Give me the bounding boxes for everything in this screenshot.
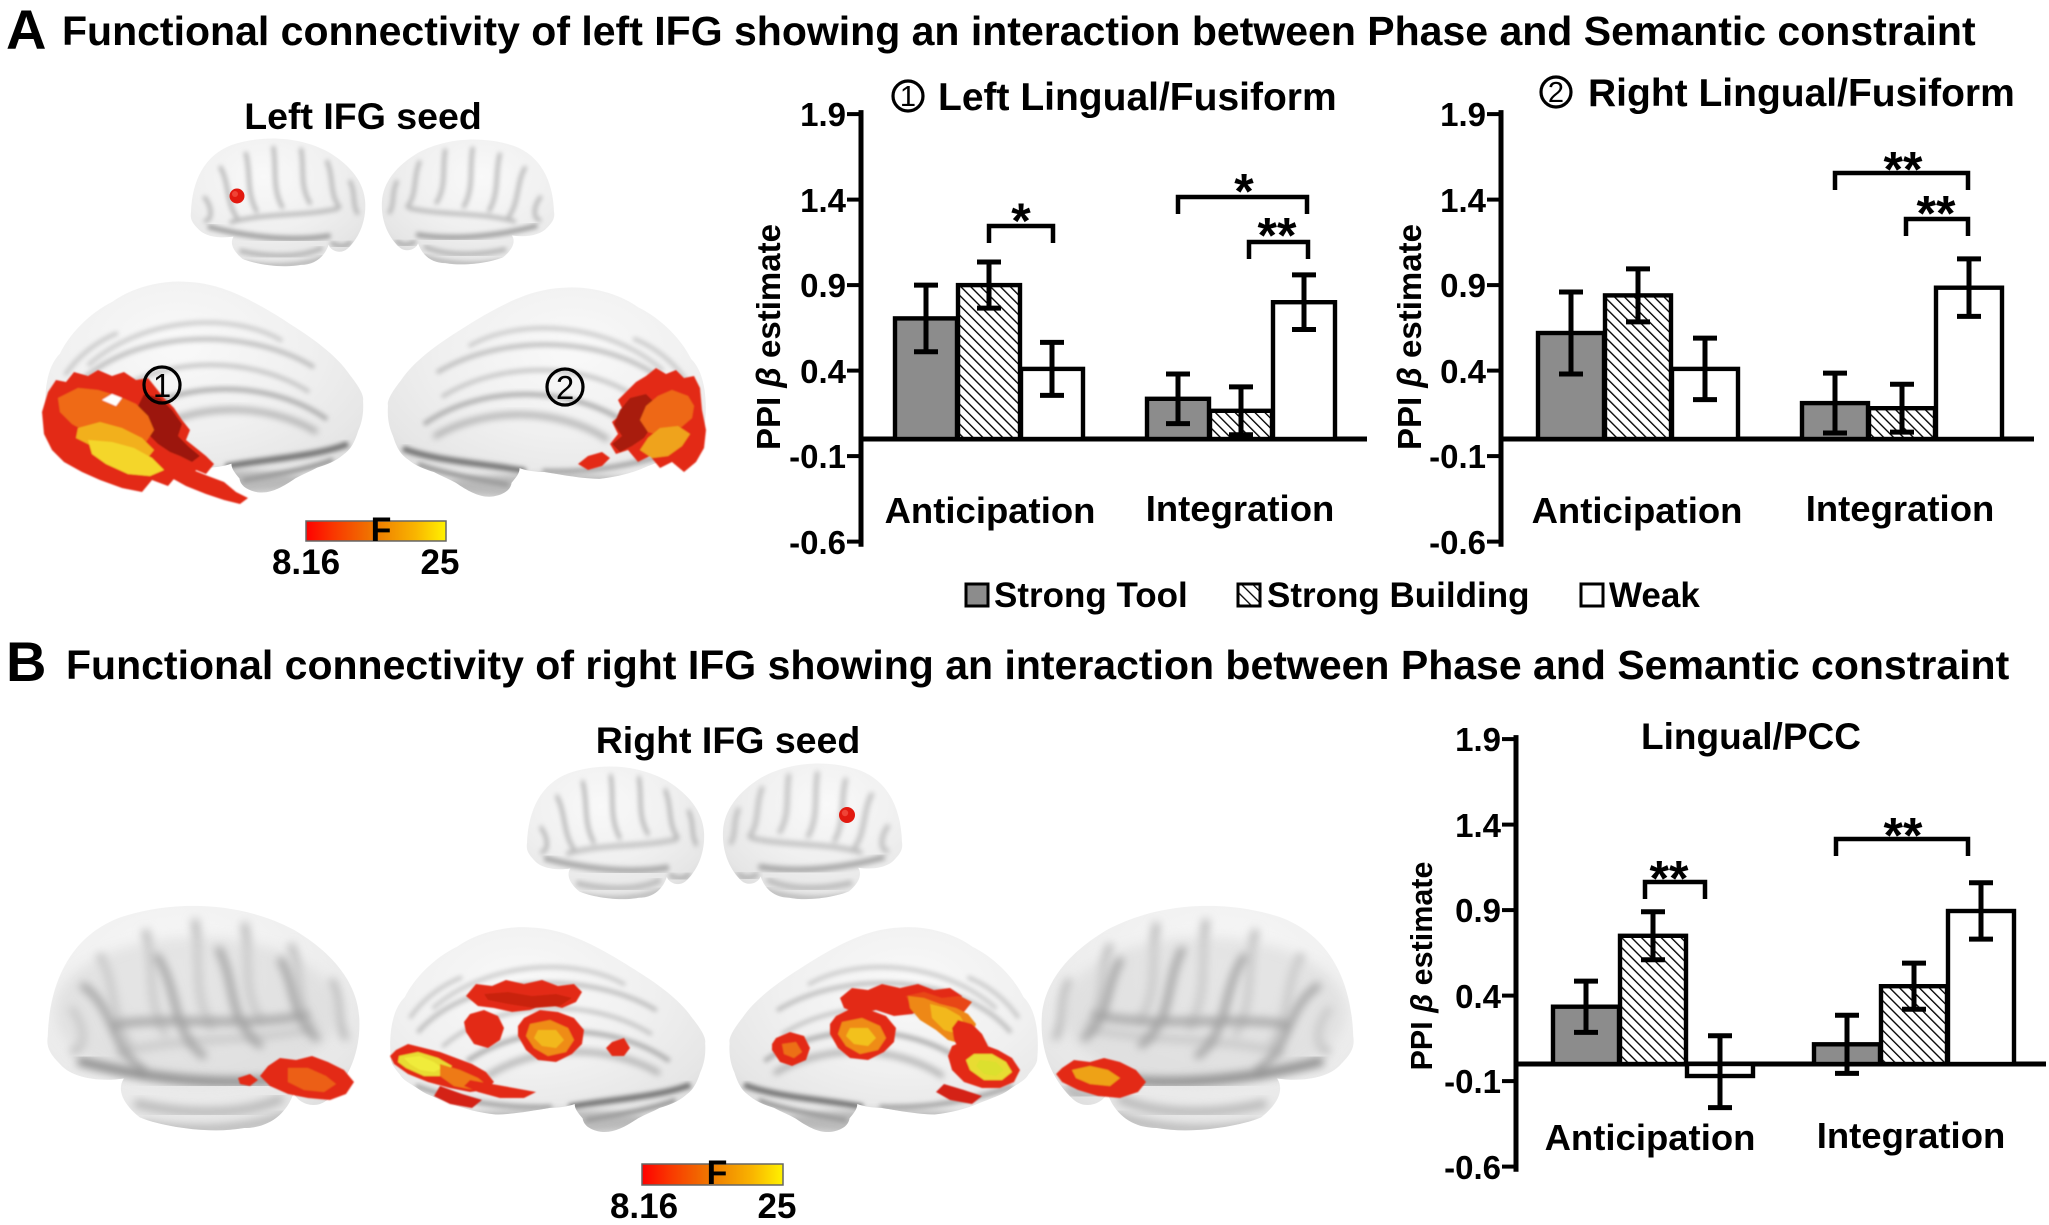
svg-text:F: F <box>371 511 392 549</box>
svg-text:Right Lingual/Fusiform: Right Lingual/Fusiform <box>1588 72 2015 115</box>
svg-text:Anticipation: Anticipation <box>1532 490 1743 531</box>
svg-text:Weak: Weak <box>1609 576 1700 615</box>
svg-text:25: 25 <box>421 543 460 582</box>
svg-text:**: ** <box>1917 186 1956 242</box>
svg-text:**: ** <box>1258 208 1297 264</box>
svg-text:0.9: 0.9 <box>1440 267 1486 304</box>
svg-text:F: F <box>707 1154 728 1192</box>
svg-text:-0.6: -0.6 <box>1444 1149 1501 1186</box>
svg-text:25: 25 <box>758 1187 797 1225</box>
svg-text:Strong Tool: Strong Tool <box>994 576 1188 615</box>
svg-text:0.4: 0.4 <box>800 353 847 390</box>
svg-text:-0.1: -0.1 <box>1444 1063 1501 1100</box>
svg-text:-0.1: -0.1 <box>789 438 846 475</box>
svg-text:PPI β estimate: PPI β estimate <box>750 224 787 450</box>
svg-text:Integration: Integration <box>1806 488 1995 529</box>
svg-text:8.16: 8.16 <box>610 1187 678 1225</box>
svg-text:Integration: Integration <box>1146 488 1335 529</box>
svg-text:0.9: 0.9 <box>1455 892 1501 929</box>
svg-text:-0.1: -0.1 <box>1429 438 1486 475</box>
svg-text:1.4: 1.4 <box>800 182 847 219</box>
svg-text:1.9: 1.9 <box>1455 721 1501 758</box>
svg-text:Functional connectivity of lef: Functional connectivity of left IFG show… <box>62 8 1976 54</box>
svg-text:0.4: 0.4 <box>1455 978 1502 1015</box>
svg-text:Lingual/PCC: Lingual/PCC <box>1641 716 1861 757</box>
svg-text:**: ** <box>1884 142 1923 198</box>
svg-text:B: B <box>6 630 46 693</box>
svg-text:PPI β estimate: PPI β estimate <box>1391 224 1428 450</box>
svg-text:Left Lingual/Fusiform: Left Lingual/Fusiform <box>938 76 1337 119</box>
svg-text:1.9: 1.9 <box>800 96 846 133</box>
svg-text:**: ** <box>1884 808 1923 864</box>
svg-text:1.4: 1.4 <box>1455 807 1502 844</box>
svg-text:-0.6: -0.6 <box>789 524 846 561</box>
svg-text:1.9: 1.9 <box>1440 96 1486 133</box>
svg-text:Integration: Integration <box>1817 1115 2006 1156</box>
svg-text:0.9: 0.9 <box>800 267 846 304</box>
svg-text:Right IFG seed: Right IFG seed <box>596 719 861 761</box>
svg-text:Anticipation: Anticipation <box>885 490 1096 531</box>
svg-text:1: 1 <box>153 367 171 404</box>
svg-text:2: 2 <box>556 369 574 406</box>
svg-text:1: 1 <box>900 81 916 113</box>
svg-text:**: ** <box>1650 851 1689 907</box>
svg-text:A: A <box>6 0 46 61</box>
svg-text:0.4: 0.4 <box>1440 353 1487 390</box>
svg-text:*: * <box>1234 164 1254 220</box>
svg-text:-0.6: -0.6 <box>1429 524 1486 561</box>
svg-text:Left IFG seed: Left IFG seed <box>244 95 482 137</box>
svg-text:2: 2 <box>1548 77 1564 109</box>
svg-text:*: * <box>1011 193 1031 249</box>
svg-text:Anticipation: Anticipation <box>1545 1117 1756 1158</box>
svg-text:Functional connectivity of rig: Functional connectivity of right IFG sho… <box>66 642 2010 688</box>
svg-text:1.4: 1.4 <box>1440 182 1487 219</box>
svg-text:Strong Building: Strong Building <box>1267 576 1529 615</box>
svg-text:PPI β estimate: PPI β estimate <box>1405 862 1439 1071</box>
svg-text:8.16: 8.16 <box>272 543 340 582</box>
